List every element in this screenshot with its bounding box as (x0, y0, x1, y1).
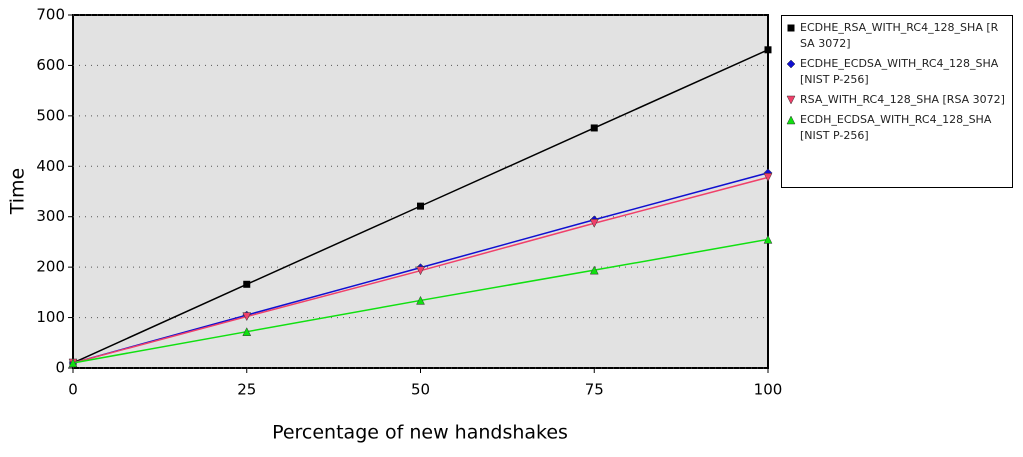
legend-entry: ECDHE_ECDSA_WITH_RC4_128_SHA [NIST P-256… (786, 56, 1008, 88)
marker (763, 173, 773, 182)
marker (589, 265, 599, 275)
legend-icon (786, 115, 796, 125)
legend-entry: RSA_WITH_RC4_128_SHA [RSA 3072] (786, 92, 1008, 108)
y-tick-label: 0 (55, 359, 65, 377)
legend-entry: ECDH_ECDSA_WITH_RC4_128_SHA [NIST P-256] (786, 112, 1008, 144)
marker (786, 115, 796, 125)
x-tick-label: 100 (754, 381, 783, 399)
marker (243, 280, 251, 288)
legend-icon (786, 59, 796, 69)
y-tick-label: 600 (36, 56, 65, 74)
marker (416, 266, 425, 276)
legend-icon (786, 95, 796, 105)
y-tick-label: 700 (36, 6, 65, 24)
legend-label: RSA_WITH_RC4_128_SHA [RSA 3072] (800, 93, 1005, 106)
legend-label: ECDHE_ECDSA_WITH_RC4_128_SHA [NIST P-256… (800, 57, 999, 86)
legend-icon (787, 24, 795, 32)
x-tick-label: 50 (411, 381, 430, 399)
marker (786, 95, 796, 105)
marker (589, 219, 599, 228)
legend-label: ECDHE_RSA_WITH_RC4_128_SHA [RSA 3072] (800, 21, 999, 50)
plot-area (72, 14, 769, 369)
y-tick-label: 200 (36, 258, 65, 276)
marker (787, 24, 795, 32)
y-tick-label: 300 (36, 207, 65, 225)
x-tick-label: 25 (237, 381, 256, 399)
marker (763, 234, 773, 244)
marker (417, 202, 424, 210)
x-tick-label: 75 (585, 381, 604, 399)
marker (68, 358, 78, 368)
legend: ECDHE_RSA_WITH_RC4_128_SHA [RSA 3072] ECD… (781, 15, 1013, 188)
y-tick-label: 500 (36, 106, 65, 124)
marker (786, 59, 796, 69)
marker (242, 312, 252, 322)
y-axis-label: Time (7, 168, 29, 216)
legend-label: ECDH_ECDSA_WITH_RC4_128_SHA [NIST P-256] (800, 113, 992, 142)
marker (764, 46, 772, 54)
x-axis-label: Percentage of new handshakes (272, 422, 568, 444)
x-tick-label: 0 (68, 381, 78, 399)
legend-entry: ECDHE_RSA_WITH_RC4_128_SHA [RSA 3072] (786, 20, 1008, 52)
marker (242, 327, 252, 336)
y-tick-label: 400 (36, 157, 65, 175)
marker (590, 124, 598, 132)
marker (416, 295, 425, 305)
y-tick-label: 100 (36, 308, 65, 326)
